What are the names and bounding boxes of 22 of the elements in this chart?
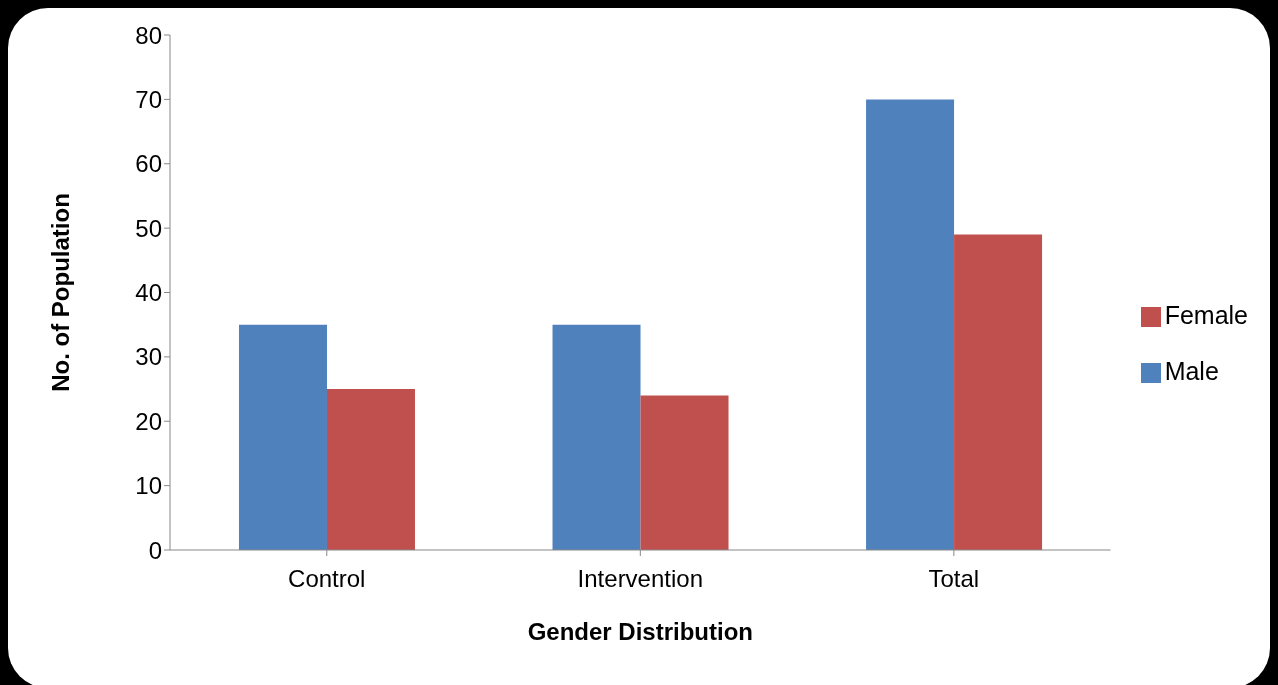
y-tick-label: 80 <box>135 21 162 49</box>
x-tick-label: Intervention <box>577 565 704 593</box>
legend-label: Female <box>1164 300 1248 329</box>
bar <box>326 389 415 550</box>
bar <box>238 324 327 550</box>
y-tick-label: 70 <box>135 85 162 113</box>
bar <box>866 99 955 550</box>
x-tick-label: Total <box>928 565 980 593</box>
y-tick-label: 40 <box>135 279 162 307</box>
x-tick-label: Control <box>288 565 366 593</box>
legend-label: Male <box>1164 356 1219 385</box>
y-tick-label: 60 <box>135 150 162 178</box>
bar <box>552 324 641 550</box>
x-axis-title: Gender Distribution <box>527 618 753 645</box>
y-tick-label: 30 <box>135 343 162 371</box>
bar <box>954 234 1043 550</box>
y-tick-label: 0 <box>148 536 162 564</box>
y-tick-label: 10 <box>135 472 162 500</box>
y-tick-label: 20 <box>135 407 162 435</box>
bar <box>640 395 729 550</box>
y-axis-title: No. of Population <box>46 193 74 392</box>
y-tick-label: 50 <box>135 214 162 242</box>
